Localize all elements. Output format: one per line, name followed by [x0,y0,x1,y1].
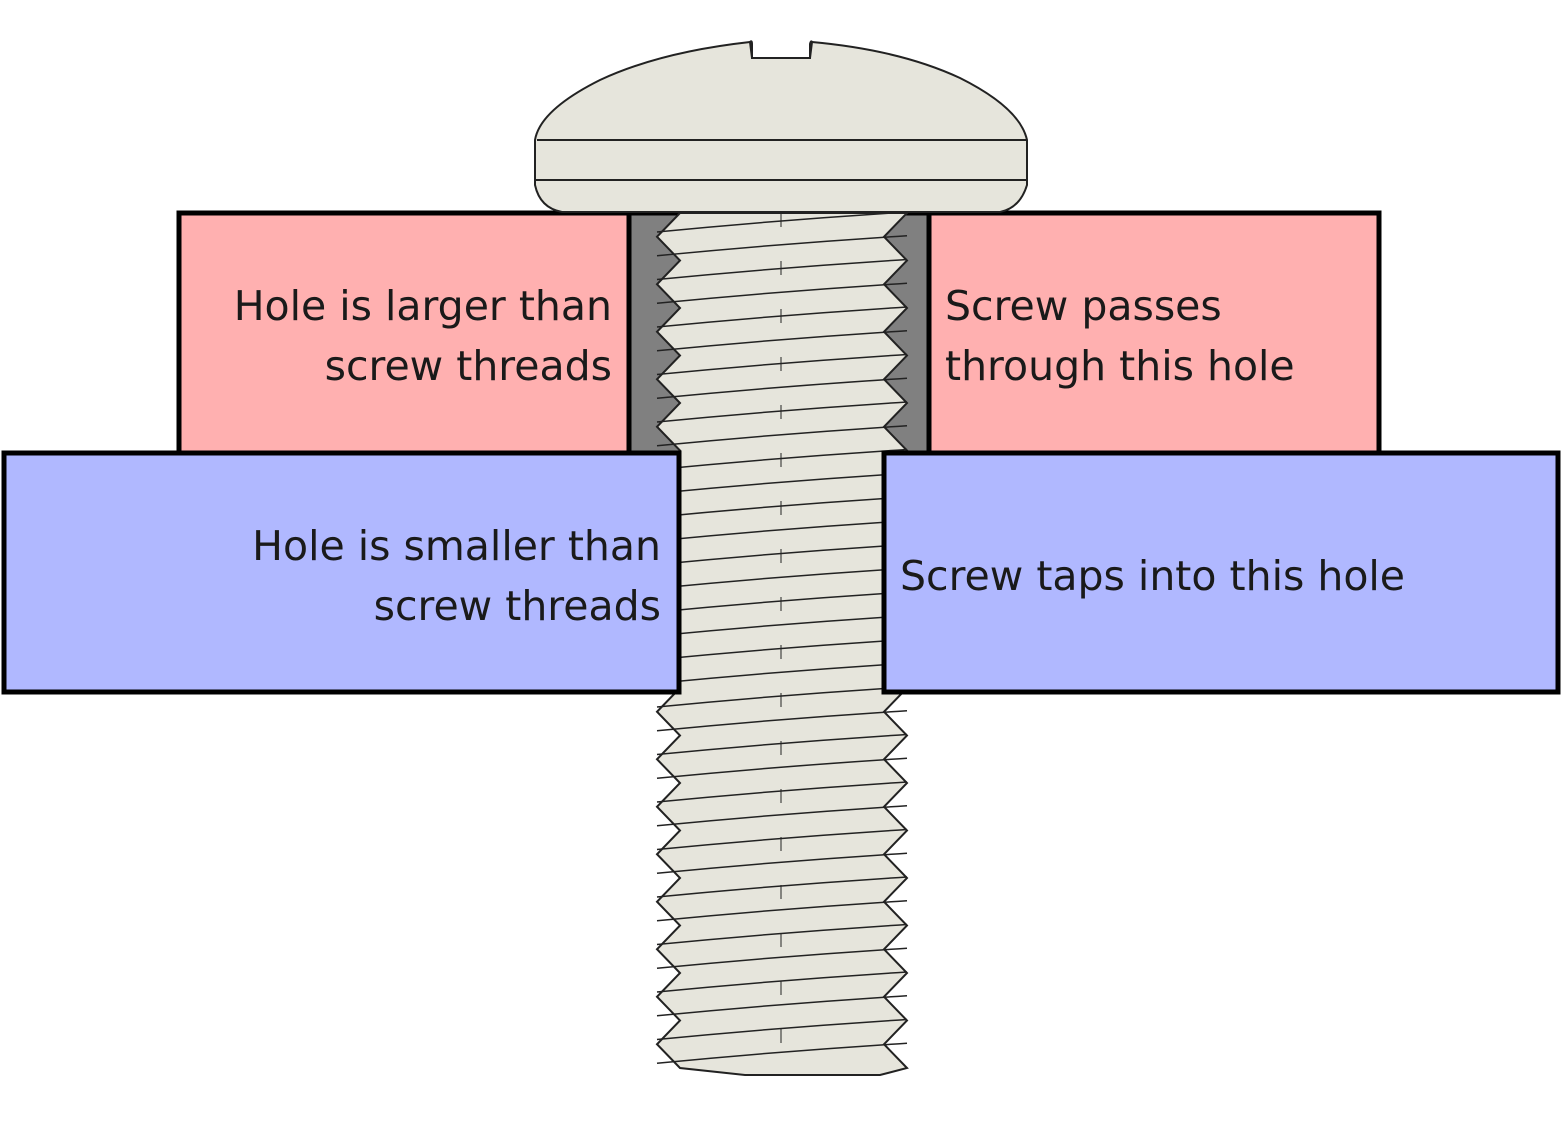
thread-crest [656,852,908,874]
upper-right-label-line1: Screw passes [945,282,1222,330]
thread-crest [656,520,908,542]
screw-head-body [534,40,1028,213]
screw-head [534,40,1028,213]
lower-plate [1,450,1561,695]
lower-plate-left [1,450,682,695]
lower-right-label: Screw taps into this hole [900,546,1405,606]
thread-crest [656,472,908,494]
thread-crest [656,567,908,589]
thread-crest [656,330,908,352]
thread-crest [656,377,908,399]
lower-left-label: Hole is smaller than screw threads [252,516,661,636]
thread-crest [656,757,908,779]
thread-crest [656,947,908,969]
upper-left-label-line1: Hole is larger than [233,282,612,330]
upper-plate-left [176,210,632,456]
lower-left-label-line1: Hole is smaller than [252,522,661,570]
thread-crest [656,995,908,1017]
lower-right-label-line: Screw taps into this hole [900,552,1406,600]
thread-crest [656,662,908,684]
thread-crest [656,710,908,732]
screw-shank-body [655,212,910,1076]
lower-plate-right [881,450,1561,695]
thread-crest [656,282,908,304]
upper-right-label-line2: through this hole [945,342,1295,390]
thread-crest [656,805,908,827]
screw-shank [655,211,910,1076]
upper-plate-right [926,210,1382,456]
thread-crest [656,1018,908,1041]
thread-crest [656,425,908,447]
upper-left-label-line2: screw threads [324,342,612,390]
thread-crest [656,235,908,257]
thread-crest [656,1042,908,1064]
screw-head-slot [749,40,813,59]
upper-right-label: Screw passes through this hole [945,276,1295,396]
thread-crest [656,900,908,922]
thread-crest [656,615,908,637]
upper-left-label: Hole is larger than screw threads [234,276,612,396]
lower-left-label-line2: screw threads [373,582,661,630]
